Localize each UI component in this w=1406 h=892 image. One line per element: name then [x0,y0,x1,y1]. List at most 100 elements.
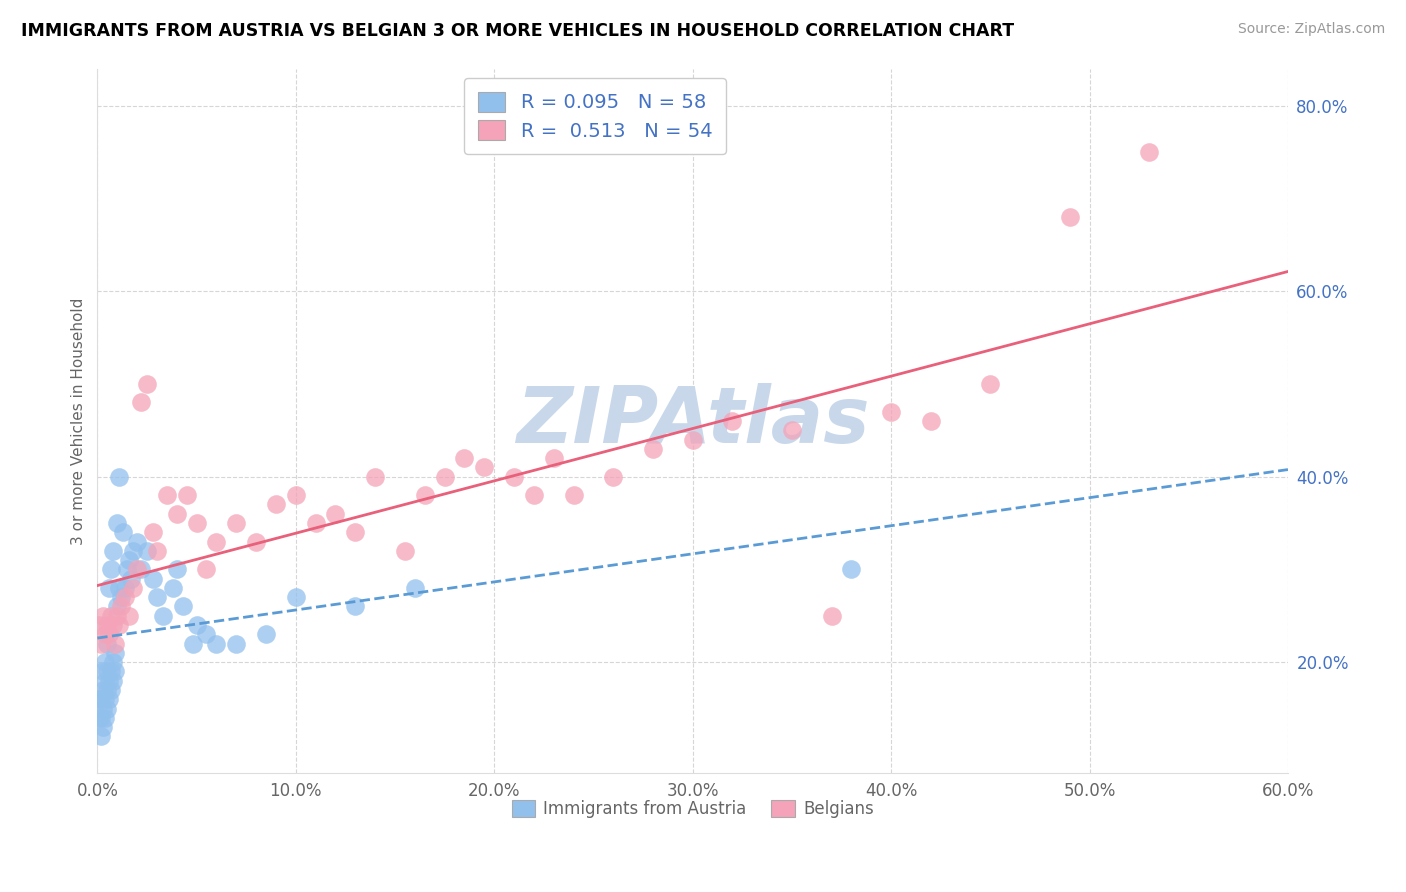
Point [100,665,122,679]
Point [344,525,367,540]
Point [120,572,142,586]
Point [114,581,136,595]
Point [110,599,132,614]
Point [89,618,111,632]
Point [325,507,347,521]
Point [162,581,184,595]
Point [156,488,179,502]
Point [682,433,704,447]
Point [96,682,118,697]
Point [602,469,624,483]
Point [104,665,127,679]
Point [284,488,307,502]
Point [404,581,426,595]
Point [394,544,416,558]
Text: Source: ZipAtlas.com: Source: ZipAtlas.com [1237,22,1385,37]
Point [641,442,664,456]
Point [125,534,148,549]
Point [122,544,145,558]
Point [186,618,208,632]
Point [225,637,247,651]
Point [122,581,145,595]
Point [284,591,307,605]
Point [245,534,267,549]
Point [96,637,118,651]
Point [562,488,585,502]
Point [110,591,132,605]
Point [205,534,228,549]
Point [146,544,169,558]
Point [90,692,112,706]
Point [364,469,387,483]
Point [195,562,218,576]
Point [172,599,194,614]
Point [136,544,159,558]
Text: IMMIGRANTS FROM AUSTRIA VS BELGIAN 3 OR MORE VEHICLES IN HOUSEHOLD CORRELATION C: IMMIGRANTS FROM AUSTRIA VS BELGIAN 3 OR … [21,22,1014,40]
Point [304,516,326,530]
Point [503,469,526,483]
Point [104,646,127,660]
Point [254,627,277,641]
Point [98,627,121,641]
Point [91,665,114,679]
Point [94,711,117,725]
Legend: Immigrants from Austria, Belgians: Immigrants from Austria, Belgians [505,794,880,825]
Point [112,525,135,540]
Point [142,572,165,586]
Point [90,729,112,743]
Point [979,376,1001,391]
Point [820,608,842,623]
Y-axis label: 3 or more Vehicles in Household: 3 or more Vehicles in Household [72,297,86,545]
Point [98,692,121,706]
Point [413,488,436,502]
Text: ZIPAtlas: ZIPAtlas [516,383,869,459]
Point [103,673,125,688]
Point [780,423,803,437]
Point [94,655,117,669]
Point [115,562,138,576]
Point [104,637,127,651]
Point [136,376,159,391]
Point [90,637,112,651]
Point [91,701,114,715]
Point [100,682,122,697]
Point [94,627,117,641]
Point [118,608,141,623]
Point [225,516,247,530]
Point [105,608,128,623]
Point [89,692,111,706]
Point [103,544,125,558]
Point [264,498,287,512]
Point [176,488,198,502]
Point [543,451,565,466]
Point [91,682,114,697]
Point [96,665,118,679]
Point [186,516,208,530]
Point [146,591,169,605]
Point [98,673,121,688]
Point [108,618,131,632]
Point [1059,210,1081,224]
Point [103,655,125,669]
Point [152,608,174,623]
Point [100,562,122,576]
Point [523,488,546,502]
Point [142,525,165,540]
Point [880,405,903,419]
Point [181,637,204,651]
Point [433,469,456,483]
Point [472,460,495,475]
Point [96,701,118,715]
Point [195,627,218,641]
Point [91,608,114,623]
Point [94,673,117,688]
Point [105,516,128,530]
Point [103,618,125,632]
Point [108,581,131,595]
Point [1137,145,1160,159]
Point [96,618,118,632]
Point [205,637,228,651]
Point [453,451,475,466]
Point [129,562,152,576]
Point [125,562,148,576]
